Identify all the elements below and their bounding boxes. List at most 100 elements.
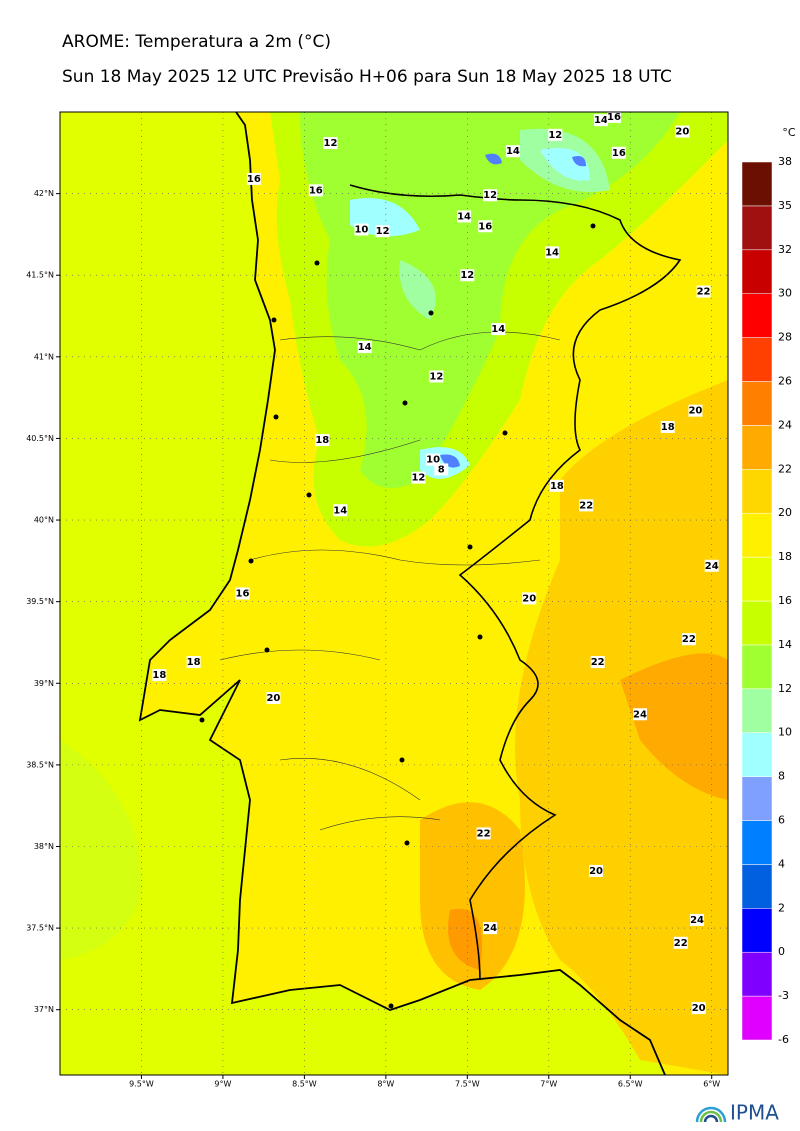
logo: IPMA xyxy=(695,1101,779,1125)
contour-label-bg xyxy=(478,220,493,233)
colorbar-band xyxy=(741,732,773,777)
contour-label: 14 xyxy=(594,115,608,126)
contour-label-bg xyxy=(457,210,472,223)
colorbar-band xyxy=(741,205,773,251)
y-tick-label: 39°N xyxy=(34,679,54,688)
contour-label-bg xyxy=(675,125,690,138)
colorbar-label: 0 xyxy=(778,945,785,958)
contour-label: 20 xyxy=(688,406,702,417)
contour-label-bg xyxy=(152,669,167,682)
contour-label-bg xyxy=(633,708,648,721)
colorbar-label: -3 xyxy=(778,989,789,1002)
y-tick-label: 42°N xyxy=(34,189,54,198)
contour-label-bg xyxy=(375,225,390,238)
colorbar-label: 35 xyxy=(778,199,792,212)
contour-label: 8 xyxy=(438,464,445,475)
colorbar-band xyxy=(741,161,773,207)
colorbar-band xyxy=(741,820,773,865)
y-tick-label: 37.5°N xyxy=(26,924,54,933)
contour-label: 22 xyxy=(477,828,491,839)
colorbar-label: 38 xyxy=(778,155,792,168)
y-tick-label: 41.5°N xyxy=(26,271,54,280)
contour-label-bg xyxy=(611,146,626,159)
colorbar-label: 4 xyxy=(778,857,785,870)
contour-label: 12 xyxy=(548,130,562,141)
contour-label: 22 xyxy=(591,657,605,668)
colorbar-band xyxy=(741,600,773,646)
colorbar-label: 2 xyxy=(778,901,785,914)
x-tick-label: 9.5°W xyxy=(129,1080,154,1089)
contour-label: 20 xyxy=(675,127,689,138)
x-tick-label: 8.5°W xyxy=(292,1080,317,1089)
contour-label-bg xyxy=(246,172,261,185)
x-tick-label: 6.5°W xyxy=(618,1080,643,1089)
contour-label: 18 xyxy=(550,481,564,492)
contour-label: 18 xyxy=(152,670,166,681)
colorbar-unit: °C xyxy=(782,126,796,139)
contour-label: 16 xyxy=(236,589,250,600)
colorbar-label: -6 xyxy=(778,1033,789,1046)
contour-label: 22 xyxy=(682,634,696,645)
cities xyxy=(199,223,596,1009)
contour-label-bg xyxy=(549,479,564,492)
contour-label-bg xyxy=(681,633,696,646)
contour-label: 12 xyxy=(411,473,425,484)
contour-label-bg xyxy=(308,184,323,197)
contour-label: 20 xyxy=(589,866,603,877)
contour-label-bg xyxy=(688,404,703,417)
contour-label: 14 xyxy=(457,211,471,222)
contour-label: 20 xyxy=(692,1003,706,1014)
contour-label-bg xyxy=(476,827,491,840)
colorbar-band xyxy=(741,293,773,338)
colorbar-band xyxy=(741,249,773,294)
contour-label: 12 xyxy=(429,371,443,382)
contour-label: 20 xyxy=(266,693,280,704)
x-tick-label: 7°W xyxy=(540,1080,557,1089)
contour-label-bg xyxy=(354,223,369,236)
contour-label: 22 xyxy=(674,938,688,949)
contour-label-bg xyxy=(429,370,444,383)
contour-label-bg xyxy=(593,114,608,127)
colorbar-label: 18 xyxy=(778,550,792,563)
y-tick-label: 37°N xyxy=(34,1005,54,1014)
colorbar-band xyxy=(741,337,773,382)
contour-label-bg xyxy=(505,145,520,158)
contour-label-bg xyxy=(315,434,330,447)
contour-label: 16 xyxy=(478,221,492,232)
contour-label-bg xyxy=(660,421,675,434)
contour-label: 18 xyxy=(315,435,329,446)
colorbar-band xyxy=(741,688,773,733)
contour-label-bg xyxy=(590,656,605,669)
temperature-field xyxy=(60,112,728,1075)
contour-label: 14 xyxy=(545,247,559,258)
colorbar-label: 16 xyxy=(778,594,792,607)
contour-label: 14 xyxy=(333,505,347,516)
y-tick-label: 40°N xyxy=(34,516,54,525)
colorbar-label: 6 xyxy=(778,814,785,827)
contour-label-bg xyxy=(483,189,498,202)
colorbar-label: 26 xyxy=(778,375,792,388)
contour-label: 22 xyxy=(579,500,593,511)
contour-label-bg xyxy=(548,128,563,141)
contour-label: 24 xyxy=(633,709,647,720)
contour-label-bg xyxy=(483,922,498,935)
colorbar-band xyxy=(741,469,773,514)
contour-label: 16 xyxy=(612,148,626,159)
colorbar-band xyxy=(741,556,773,602)
map-frame xyxy=(59,111,729,1076)
colorbar-band xyxy=(741,951,773,997)
contour-label: 12 xyxy=(323,138,337,149)
x-tick-label: 7.5°W xyxy=(455,1080,480,1089)
contour-label-bg xyxy=(545,246,560,259)
contour-label-bg xyxy=(606,110,621,123)
contour-label: 18 xyxy=(661,422,675,433)
contour-label-bg xyxy=(460,269,475,282)
colorbar-label: 28 xyxy=(778,331,792,344)
contour-label-bg xyxy=(186,656,201,669)
colorbar-band xyxy=(741,644,773,690)
contour-label: 16 xyxy=(247,174,261,185)
y-tick-label: 39.5°N xyxy=(26,597,54,606)
contour-label-bg xyxy=(266,691,281,704)
contour-label: 16 xyxy=(309,185,323,196)
